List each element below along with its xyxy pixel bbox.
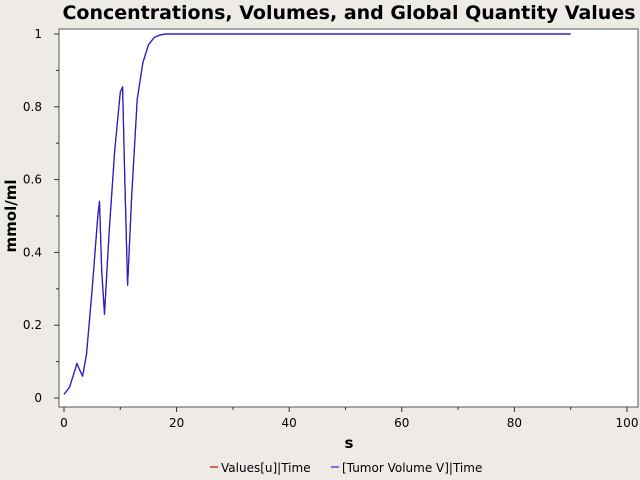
y-tick-label: 1 [34,27,42,41]
x-tick-label: 100 [616,416,639,430]
y-tick-label: 0 [34,391,42,405]
y-tick-label: 0.2 [23,318,42,332]
x-tick-label: 60 [394,416,409,430]
legend-entry-2: [Tumor Volume V]|Time [342,461,482,475]
x-tick-label: 40 [282,416,297,430]
chart-title: Concentrations, Volumes, and Global Quan… [62,2,635,24]
x-axis-label: s [345,434,354,452]
legend: Values[u]|Time [Tumor Volume V]|Time [210,461,482,475]
x-tick-label: 20 [169,416,184,430]
x-tick-label: 80 [507,416,522,430]
x-axis: 0 20 40 60 80 100 [60,407,638,430]
series-layer [63,33,571,395]
y-tick-label: 0.4 [23,245,42,259]
y-tick-label: 0.6 [23,173,42,187]
legend-entry-1: Values[u]|Time [221,461,311,475]
y-axis: 0 0.2 0.4 0.6 0.8 1 [23,27,59,405]
y-tick-label: 0.8 [23,100,42,114]
plot-area [58,28,639,408]
x-tick-label: 0 [60,416,68,430]
y-axis-label: mmol/ml [2,180,20,253]
series-line-2 [63,33,571,395]
